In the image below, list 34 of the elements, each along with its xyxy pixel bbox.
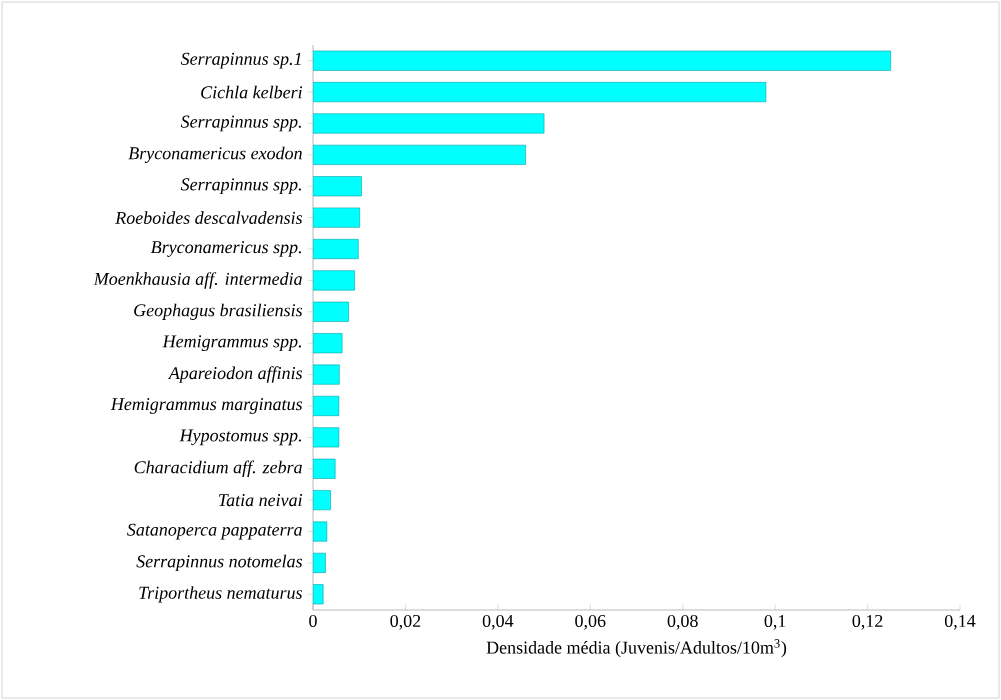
- x-tick-label: 0,02: [390, 614, 421, 630]
- x-tick-label: 0,08: [667, 614, 698, 630]
- bar: [313, 50, 891, 71]
- y-tick-label: Bryconamericus spp.: [150, 241, 301, 257]
- y-tick-label: Serrapinnus sp.1: [180, 52, 301, 69]
- y-tick-label: Cichla kelberi: [201, 85, 303, 99]
- y-tick-label: Serrapinnus spp.: [180, 115, 301, 132]
- x-tick-label: 0,14: [944, 614, 976, 630]
- y-tick-label: Characidium aff. zebra: [134, 460, 302, 477]
- y-tick-label: Hypostomus spp.: [179, 429, 301, 446]
- y-tick-label: Hemigrammus spp.: [162, 335, 301, 352]
- y-tick-label: Satanoperca pappaterra: [127, 523, 302, 540]
- bar: [313, 113, 545, 134]
- y-tick-label: Moenkhausia aff. intermedia: [93, 272, 302, 289]
- y-tick-label: Bryconamericus exodon: [128, 146, 302, 164]
- bar: [313, 239, 359, 260]
- y-tick-label: Triportheus nematurus: [139, 586, 303, 603]
- bar: [313, 364, 340, 385]
- bar: [313, 82, 767, 103]
- x-tick-label: 0: [309, 614, 317, 628]
- x-tick-label: 0,06: [575, 614, 606, 630]
- x-tick-label: 0,12: [852, 614, 883, 630]
- y-tick-label: Geophagus brasiliensis: [134, 303, 303, 320]
- y-tick-label: Serrapinnus spp.: [180, 178, 301, 195]
- bar: [313, 176, 362, 197]
- y-tick-label: Apareiodon affinis: [167, 366, 303, 383]
- x-tick-label: 0,04: [482, 614, 514, 630]
- y-tick-label: Roeboides descalvadensis: [115, 211, 303, 224]
- y-tick-label: Tatia neivai: [218, 494, 303, 507]
- y-tick-label: Hemigrammus marginatus: [110, 398, 303, 414]
- bar: [313, 144, 526, 165]
- y-tick-label: Serrapinnus notomelas: [136, 554, 303, 572]
- x-tick-label: 0,1: [764, 614, 786, 630]
- x-axis-title: Densidade média (Juvenis/Adultos/10m$^{3}$): [486, 639, 787, 658]
